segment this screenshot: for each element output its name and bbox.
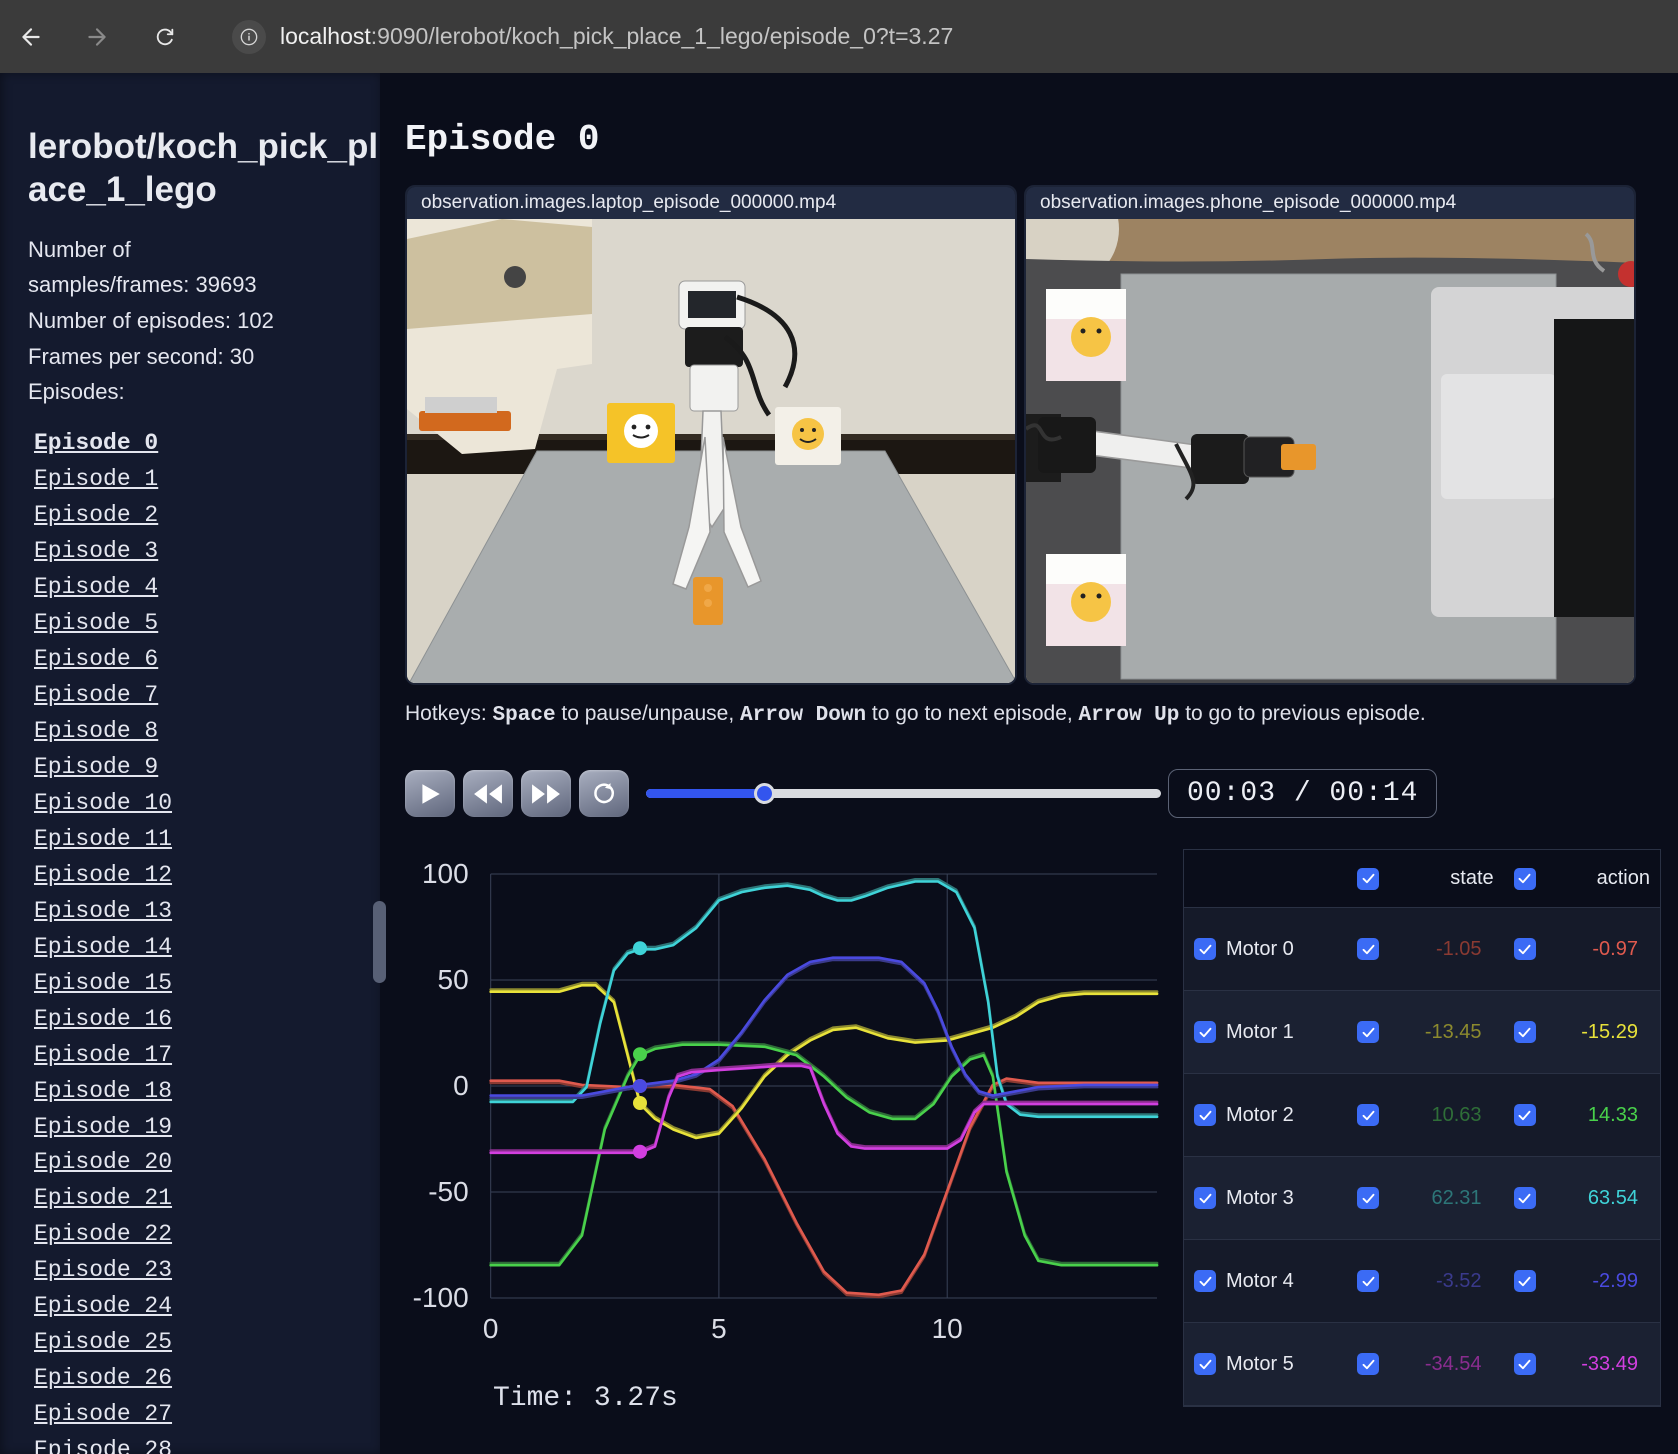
- svg-text:-50: -50: [428, 1176, 468, 1207]
- svg-text:10: 10: [932, 1313, 963, 1344]
- svg-text:100: 100: [422, 858, 469, 889]
- svg-text:0: 0: [483, 1313, 499, 1344]
- svg-text:-100: -100: [413, 1282, 469, 1313]
- svg-text:50: 50: [438, 964, 469, 995]
- svg-text:0: 0: [453, 1070, 469, 1101]
- svg-text:5: 5: [711, 1313, 727, 1344]
